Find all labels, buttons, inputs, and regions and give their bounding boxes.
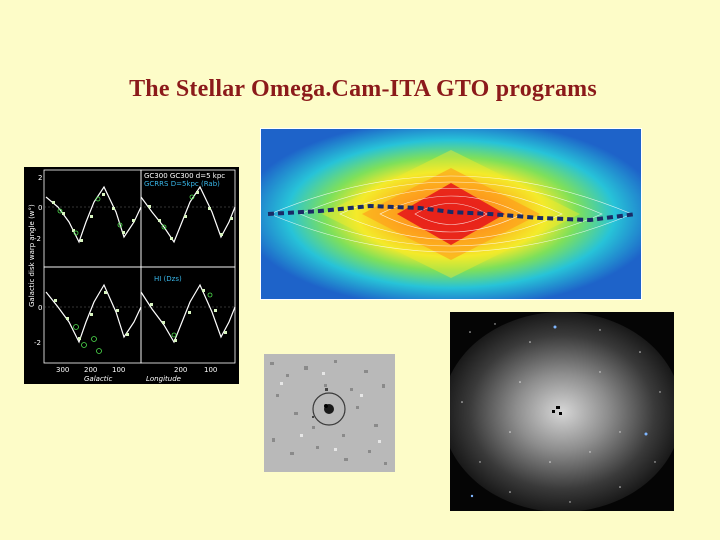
y-tick: 0 (38, 204, 42, 212)
x-tick: 200 (84, 366, 97, 374)
y-tick: 0 (38, 304, 42, 312)
x-tick: 300 (56, 366, 69, 374)
x-tick: 100 (204, 366, 217, 374)
legend-text: GCRRS D=5kpc (Rab) (144, 180, 220, 188)
y-tick: -2 (34, 339, 41, 347)
warp-angle-plot: Galactic disk warp angle (w°) 2 0 -2 0 -… (24, 167, 239, 384)
y-tick: 2 (38, 174, 42, 182)
x-tick: 100 (112, 366, 125, 374)
y-tick: -2 (34, 235, 41, 243)
galaxy-stellar-field (450, 312, 674, 511)
slide-title: The Stellar Omega.Cam-ITA GTO programs (129, 76, 597, 102)
dwarf-galaxy-cutout (264, 354, 395, 472)
x-tick: 200 (174, 366, 187, 374)
milky-way-contour-map (260, 128, 642, 300)
x-axis-label-right: Longitude (146, 375, 181, 383)
legend-text: HI (Dzs) (154, 275, 182, 283)
y-axis-label: Galactic disk warp angle (w°) (28, 204, 36, 307)
warp-curve (45, 185, 142, 244)
x-axis-label-left: Galactic (84, 375, 112, 383)
legend-text: GC300 GC300 d=5 kpc (144, 172, 225, 180)
warp-line (267, 203, 637, 223)
